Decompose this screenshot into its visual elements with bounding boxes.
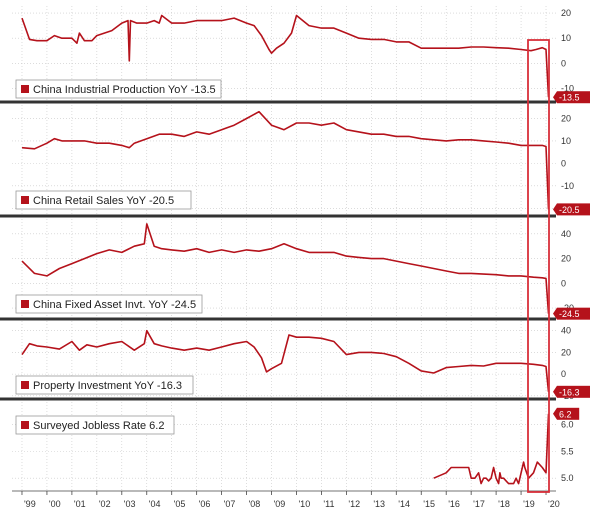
last-value-tag-pointer [553,307,557,320]
x-tick-label: '99 [24,499,36,509]
y-tick-label: 0 [561,158,566,168]
last-value-label: -16.3 [559,387,580,397]
y-tick-label: 5.0 [561,473,574,483]
legend-label: China Industrial Production YoY -13.5 [33,84,216,96]
x-tick-label: '08 [249,499,261,509]
legend-swatch [21,196,29,204]
x-tick-label: '05 [174,499,186,509]
last-value-tag-pointer [553,203,557,216]
legend-box [15,415,175,435]
y-tick-label: 6.0 [561,420,574,430]
y-tick-label: -10 [561,181,574,191]
y-tick-label: -10 [561,83,574,93]
y-tick-label: 5.5 [561,446,574,456]
last-value-tag [557,385,590,398]
series-line [433,413,550,485]
x-tick-label: '01 [74,499,86,509]
series-line [21,329,550,392]
x-tick-label: '14 [398,499,410,509]
x-tick-label: '11 [323,499,334,509]
y-tick-label: 10 [561,33,571,43]
x-tick-label: '16 [448,499,460,509]
x-tick-label: '17 [473,499,485,509]
last-value-tag [557,91,590,104]
last-value-tag-pointer [553,91,557,104]
legend-label: Surveyed Jobless Rate 6.2 [33,420,164,432]
y-tick-label: 10 [561,136,571,146]
x-tick-label: '10 [298,499,310,509]
x-tick-label: '00 [49,499,61,509]
panel-divider [0,317,556,321]
panel-divider [0,397,556,401]
x-tick-label: '19 [523,499,535,509]
x-tick-label: '12 [348,499,360,509]
series-line [21,110,550,210]
last-value-tag [557,307,590,320]
legend-swatch [21,300,29,308]
x-tick-label: '18 [498,499,510,509]
y-tick-label: 20 [561,254,571,264]
series-line [21,14,550,98]
legend-label: Property Investment YoY -16.3 [33,380,182,392]
legend-box [15,79,222,99]
x-tick-label: '07 [224,499,236,509]
y-tick-label: 20 [561,8,571,18]
last-value-tag [557,203,590,216]
highlight-box [527,39,550,493]
y-tick-label: 0 [561,369,566,379]
last-value-tag-pointer [553,407,557,420]
legend-label: China Retail Sales YoY -20.5 [33,195,174,207]
legend-label: China Fixed Asset Invt. YoY -24.5 [33,299,196,311]
x-tick-label: '09 [274,499,286,509]
y-tick-label: 0 [561,58,566,68]
legend-swatch [21,421,29,429]
x-tick-label: '04 [149,499,161,509]
y-tick-label: 20 [561,347,571,357]
chart-panel-1: 20 10 0 -10-13.5 China Industrial Production… [12,8,590,104]
last-value-label: -13.5 [559,93,580,103]
legend-swatch [21,85,29,93]
x-tick-label: '02 [99,499,111,509]
x-tick-label: '06 [199,499,211,509]
legend-box [15,294,203,314]
x-tick-label: '20 [548,499,560,509]
y-tick-label: 40 [561,326,571,336]
x-tick-label: '15 [423,499,435,509]
x-tick-label: '13 [373,499,385,509]
legend-box [15,375,194,395]
last-value-label: -20.5 [559,205,580,215]
y-tick-label: 20 [561,113,571,123]
series-line [21,223,550,314]
legend-swatch [21,381,29,389]
last-value-tag-pointer [553,385,557,398]
y-tick-label: 0 [561,278,566,288]
last-value-label: 6.2 [559,409,572,419]
chart-panel-5: 6.0 5.5 5.0 6.2 Surveyed Jobless Rate 6.2 [12,407,580,485]
legend-box [15,190,192,210]
y-tick-label: 40 [561,229,571,239]
last-value-label: -24.5 [559,309,580,319]
x-tick-label: '03 [124,499,136,509]
last-value-tag [557,407,580,420]
panel-divider [0,100,556,104]
panel-divider [0,214,556,218]
